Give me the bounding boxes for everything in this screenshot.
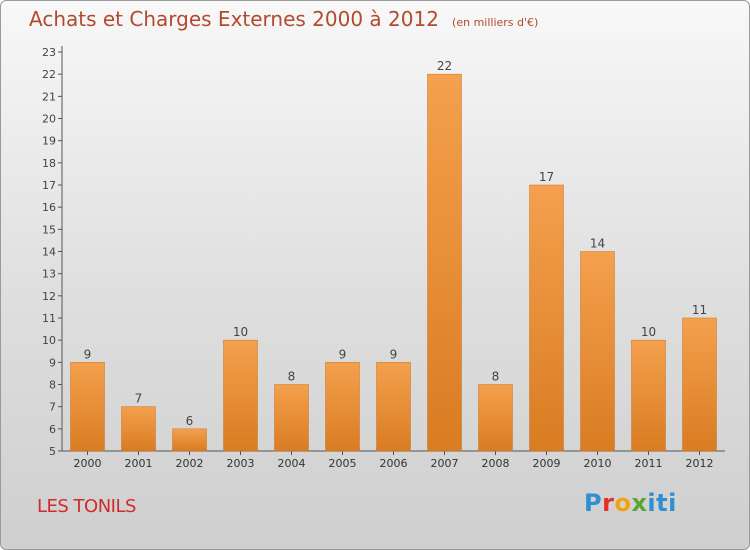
value-label: 17 (539, 170, 554, 184)
value-label: 11 (692, 303, 707, 317)
x-tick-label: 2009 (533, 457, 561, 470)
x-tick-label: 2000 (74, 457, 102, 470)
bar (478, 384, 513, 452)
bar (325, 362, 360, 452)
y-tick-label: 7 (49, 401, 56, 414)
value-label: 9 (84, 347, 92, 361)
axes: 5 6 7 8 9 10 11 12 13 14 15 16 17 18 19 20 21 22 23 2000 200… (42, 46, 725, 470)
chart-unit: (en milliers d'€) (452, 16, 539, 29)
bar (70, 362, 105, 452)
bar (529, 184, 564, 452)
y-tick-label: 9 (49, 356, 56, 369)
y-tick-label: 16 (42, 201, 56, 214)
x-tick-label: 2003 (227, 457, 255, 470)
chart-title-block: Achats et Charges Externes 2000 à 2012 (… (29, 7, 538, 31)
value-label: 6 (186, 414, 194, 428)
y-tick-label: 10 (42, 334, 56, 347)
y-tick-label: 14 (42, 246, 56, 259)
value-label: 7 (135, 392, 143, 406)
x-tick-label: 2007 (431, 457, 459, 470)
y-tick-label: 22 (42, 68, 56, 81)
y-tick-label: 11 (42, 312, 56, 325)
y-tick-label: 6 (49, 423, 56, 436)
y-tick-label: 12 (42, 290, 56, 303)
bar (580, 251, 615, 452)
value-label: 8 (492, 370, 500, 384)
y-tick-label: 13 (42, 268, 56, 281)
x-tick-label: 2006 (380, 457, 408, 470)
chart-title: Achats et Charges Externes 2000 à 2012 (29, 7, 439, 31)
y-tick-label: 19 (42, 135, 56, 148)
x-tick-label: 2012 (686, 457, 714, 470)
x-tick-label: 2011 (635, 457, 663, 470)
value-label: 8 (288, 370, 296, 384)
value-label: 10 (641, 325, 656, 339)
value-label: 9 (339, 347, 347, 361)
y-tick-label: 5 (49, 445, 56, 458)
x-tick-label: 2010 (584, 457, 612, 470)
y-tick-label: 20 (42, 113, 56, 126)
x-tick-label: 2001 (125, 457, 153, 470)
value-label: 14 (590, 237, 605, 251)
bar (172, 428, 207, 452)
value-label: 9 (390, 347, 398, 361)
bar (223, 339, 258, 452)
bar (427, 73, 462, 452)
proxiti-logo[interactable]: Proxiti (584, 489, 677, 517)
bar (631, 339, 666, 452)
y-tick-label: 15 (42, 223, 56, 236)
value-label: 10 (233, 325, 248, 339)
commune-name: LES TONILS (37, 496, 136, 517)
y-tick-label: 8 (49, 379, 56, 392)
y-tick-label: 18 (42, 157, 56, 170)
x-tick-label: 2008 (482, 457, 510, 470)
bar (121, 406, 156, 452)
y-tick-label: 21 (42, 90, 56, 103)
bars: 9 7 6 10 8 9 9 22 8 17 14 10 11 (70, 59, 717, 452)
x-tick-label: 2004 (278, 457, 306, 470)
y-tick-label: 17 (42, 179, 56, 192)
x-tick-label: 2002 (176, 457, 204, 470)
y-tick-label: 23 (42, 46, 56, 59)
x-tick-label: 2005 (329, 457, 357, 470)
bar (274, 384, 309, 452)
bar (376, 362, 411, 452)
value-label: 22 (437, 59, 452, 73)
bar (682, 317, 717, 452)
